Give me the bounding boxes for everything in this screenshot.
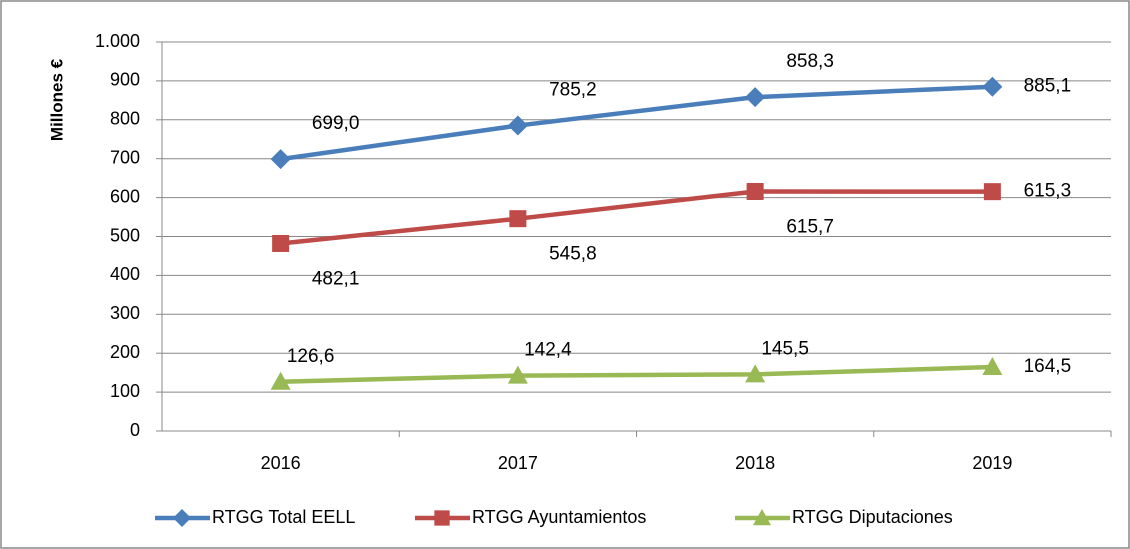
x-tick-label: 2019 bbox=[972, 453, 1012, 473]
legend-label: RTGG Total EELL bbox=[212, 507, 355, 527]
y-tick-label: 1.000 bbox=[95, 31, 140, 51]
data-label: 545,8 bbox=[549, 244, 597, 265]
data-label: 615,7 bbox=[786, 217, 834, 238]
y-tick-label: 100 bbox=[110, 381, 140, 401]
marker bbox=[270, 149, 291, 170]
y-tick-label: 0 bbox=[130, 420, 140, 440]
y-tick-label: 300 bbox=[110, 303, 140, 323]
marker bbox=[270, 371, 291, 390]
x-tick-label: 2018 bbox=[735, 453, 775, 473]
marker bbox=[272, 234, 290, 252]
x-tick-label: 2017 bbox=[498, 453, 538, 473]
y-tick-label: 600 bbox=[110, 186, 140, 206]
y-tick-label: 500 bbox=[110, 225, 140, 245]
marker bbox=[753, 509, 771, 526]
marker bbox=[745, 87, 766, 108]
marker bbox=[982, 357, 1003, 376]
legend-label: RTGG Ayuntamientos bbox=[472, 507, 646, 527]
marker bbox=[509, 210, 527, 228]
y-tick-label: 900 bbox=[110, 70, 140, 90]
data-label: 858,3 bbox=[786, 51, 834, 72]
data-label: 164,5 bbox=[1024, 356, 1072, 377]
marker bbox=[507, 365, 528, 384]
x-tick-label: 2016 bbox=[261, 453, 301, 473]
legend-label: RTGG Diputaciones bbox=[792, 507, 953, 527]
marker bbox=[434, 510, 450, 526]
marker bbox=[983, 183, 1001, 201]
data-label: 142,4 bbox=[524, 340, 572, 361]
marker bbox=[173, 509, 191, 527]
data-label: 615,3 bbox=[1024, 181, 1072, 202]
data-label: 145,5 bbox=[761, 338, 809, 359]
data-label: 885,1 bbox=[1024, 76, 1072, 97]
series-line bbox=[280, 84, 993, 162]
data-label: 785,2 bbox=[549, 80, 597, 101]
y-tick-label: 200 bbox=[110, 342, 140, 362]
y-tick-label: 700 bbox=[110, 147, 140, 167]
series-line bbox=[280, 189, 993, 246]
series-line bbox=[280, 364, 993, 385]
marker bbox=[746, 182, 764, 200]
y-tick-label: 400 bbox=[110, 264, 140, 284]
data-label: 126,6 bbox=[287, 346, 335, 367]
marker bbox=[745, 364, 766, 383]
marker bbox=[507, 115, 528, 136]
data-label: 482,1 bbox=[312, 268, 360, 289]
y-axis-label: Millones € bbox=[47, 58, 66, 141]
y-tick-label: 800 bbox=[110, 109, 140, 129]
data-label: 699,0 bbox=[312, 113, 360, 134]
marker bbox=[982, 76, 1003, 97]
